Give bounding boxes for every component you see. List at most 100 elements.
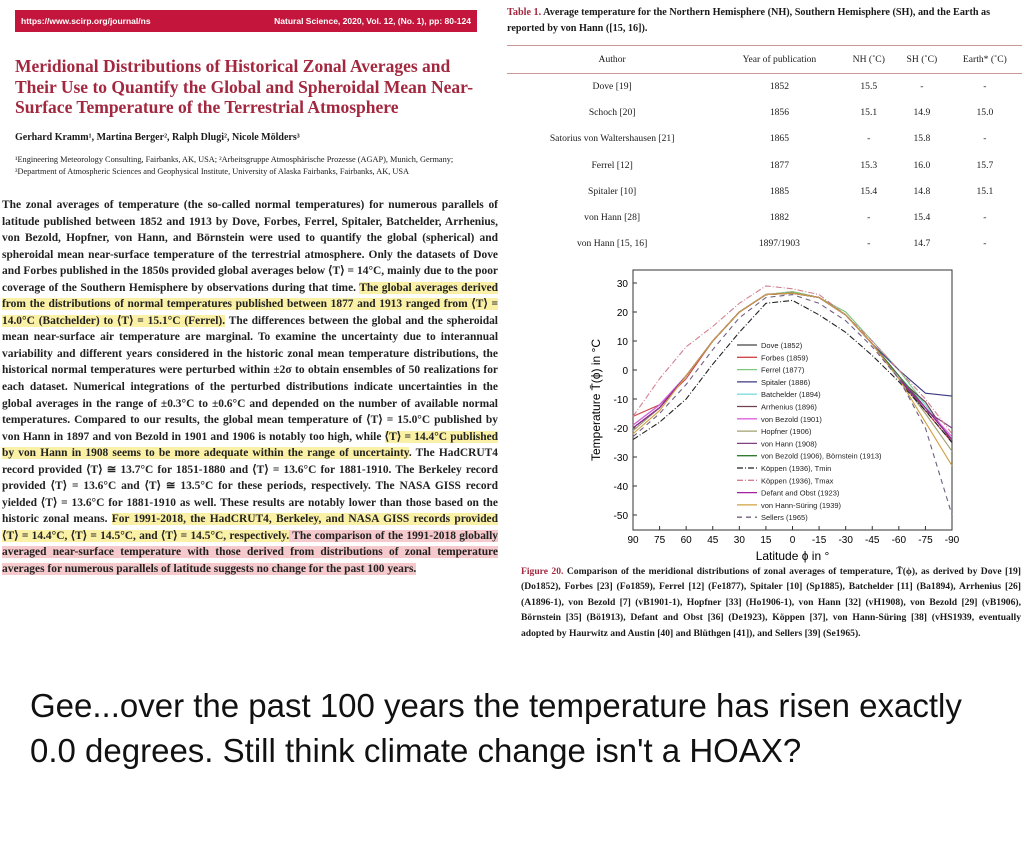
series-line: [632, 294, 953, 516]
table-cell: 1865: [769, 133, 789, 145]
legend-label: Spitaler (1886): [761, 378, 811, 387]
legend-label: von Bezold (1906), Börnstein (1913): [761, 452, 882, 461]
table-cell: 1856: [769, 107, 789, 119]
column-header: NH (˚C): [852, 54, 885, 65]
table-cell: 1885: [769, 185, 789, 197]
y-tick-label: 10: [617, 337, 629, 348]
table-row: Schoch [20] 1856 15.1 14.9 15.0: [507, 100, 1022, 126]
column-header: Earth* (˚C): [962, 54, 1007, 65]
x-tick-label: 75: [654, 535, 666, 546]
table-cell: von Hann [28]: [584, 212, 641, 224]
y-tick-label: -30: [614, 453, 629, 464]
table-cell: Dove [19]: [592, 81, 632, 93]
legend-label: Arrhenius (1896): [761, 403, 817, 412]
legend-label: Ferrel (1877): [761, 366, 805, 375]
table-row: Ferrel [12] 1877 15.3 16.0 15.7: [507, 152, 1022, 178]
y-tick-label: -40: [614, 482, 629, 493]
table-cell: 15.3: [860, 159, 878, 171]
y-tick-label: -10: [614, 395, 629, 406]
table-cell: 15.8: [913, 133, 931, 145]
table-cell: -: [983, 212, 987, 224]
table-row: Spitaler [10] 1885 15.4 14.8 15.1: [507, 178, 1022, 204]
paper-authors: Gerhard Kramm¹, Martina Berger², Ralph D…: [15, 132, 300, 143]
table-cell: 15.4: [913, 212, 931, 224]
abstract-text: The zonal averages of temperature (the s…: [2, 199, 498, 294]
table-row: Satorius von Waltershausen [21] 1865 - 15.8…: [507, 126, 1022, 152]
x-tick-label: 15: [760, 535, 772, 546]
table-cell: 15.4: [860, 185, 878, 197]
x-tick-label: -15: [812, 535, 827, 546]
x-tick-label: -30: [838, 535, 853, 546]
table-cell: 1852: [769, 81, 789, 93]
table-cell: Ferrel [12]: [591, 159, 633, 171]
x-tick-label: -90: [945, 535, 960, 546]
temperature-chart: 30 20 10 0 -10 -20 -30 -40 -50 90 75 60 45 30 15 0 -15 -3…: [589, 269, 960, 563]
table-cell: 1882: [769, 212, 789, 224]
figure-caption-text: Comparison of the meridional distributio…: [521, 566, 1021, 639]
journal-header-bar: https://www.scirp.org/journal/ns Natural…: [15, 10, 477, 32]
y-tick-label: 20: [617, 308, 629, 319]
legend-label: Forbes (1859): [761, 353, 809, 362]
y-axis-label: Temperature T̄(ϕ) in °C: [589, 339, 603, 461]
series-line: [632, 292, 953, 466]
y-tick-label: -50: [614, 511, 629, 522]
legend-label: Köppen (1936), Tmin: [761, 464, 831, 473]
legend-label: von Hann (1908): [761, 439, 817, 448]
table-label: Table 1.: [507, 7, 542, 18]
table-cell: 1897/1903: [758, 238, 800, 250]
x-tick-label: 45: [707, 535, 719, 546]
paper-title: Meridional Distributions of Historical Z…: [15, 56, 474, 117]
x-tick-label: 90: [627, 535, 639, 546]
legend-label: Köppen (1936), Tmax: [761, 476, 834, 485]
journal-url[interactable]: https://www.scirp.org/journal/ns: [21, 16, 151, 26]
table-cell: 15.0: [976, 107, 994, 119]
meme-caption: Gee...over the past 100 years the temper…: [30, 687, 962, 769]
abstract-text: The differences between the global and t…: [2, 314, 498, 443]
legend-label: Batchelder (1894): [761, 390, 821, 399]
legend-label: Defant and Obst (1923): [761, 489, 840, 498]
table-cell: -: [920, 81, 924, 93]
x-tick-label: 0: [790, 535, 796, 546]
table-cell: Satorius von Waltershausen [21]: [549, 133, 675, 145]
table-cell: Schoch [20]: [588, 107, 636, 119]
legend-label: von Hann-Süring (1939): [761, 501, 842, 510]
column-header: Author: [598, 54, 626, 65]
table-cell: 15.1: [976, 185, 994, 197]
paper-affiliations: ¹Engineering Meteorology Consulting, Fai…: [15, 155, 454, 176]
figure-caption: Figure 20. Comparison of the meridional …: [521, 564, 1021, 641]
table-header-row: Author Year of publication NH (˚C) SH (˚C) E…: [507, 45, 1022, 74]
legend-label: von Bezold (1901): [761, 415, 822, 424]
x-tick-label: 60: [681, 535, 693, 546]
table-cell: 15.7: [976, 159, 994, 171]
table-row: von Hann [15, 16] 1897/1903 - 14.7 -: [507, 231, 1022, 257]
table-cell: Spitaler [10]: [588, 185, 637, 197]
table-cell: -: [983, 133, 987, 145]
table-cell: -: [983, 81, 987, 93]
column-header: Year of publication: [742, 54, 817, 65]
x-axis-label: Latitude ϕ in °: [756, 549, 830, 563]
table-caption-text: Average temperature for the Northern Hem…: [507, 7, 991, 34]
y-tick-label: 30: [617, 279, 629, 290]
table-cell: -: [867, 212, 871, 224]
y-tick-label: 0: [622, 366, 628, 377]
journal-citation: Natural Science, 2020, Vol. 12, (No. 1),…: [274, 16, 471, 26]
table-cell: -: [983, 238, 987, 250]
abstract-text: . The HadCRUT4 record provided ⟨T⟩ ≅ 13.…: [2, 447, 498, 526]
table-cell: -: [867, 238, 871, 250]
table-cell: von Hann [15, 16]: [576, 238, 648, 250]
abstract: The zonal averages of temperature (the s…: [2, 197, 499, 578]
y-tick-label: -20: [614, 424, 629, 435]
table-cell: 14.9: [913, 107, 931, 119]
table-cell: 14.7: [913, 238, 931, 250]
x-tick-label: 30: [734, 535, 746, 546]
table-cell: 16.0: [913, 159, 931, 171]
legend-label: Dove (1852): [761, 341, 803, 350]
series-line: [632, 299, 953, 443]
x-tick-label: -75: [918, 535, 933, 546]
x-tick-label: -45: [865, 535, 880, 546]
table-cell: -: [867, 133, 871, 145]
table-caption: Table 1. Average temperature for the Nor…: [507, 5, 1022, 37]
temperature-table: Author Year of publication NH (˚C) SH (˚C) E…: [507, 45, 1022, 257]
legend-label: Hopfner (1906): [761, 427, 812, 436]
legend-label: Sellers (1965): [761, 513, 808, 522]
